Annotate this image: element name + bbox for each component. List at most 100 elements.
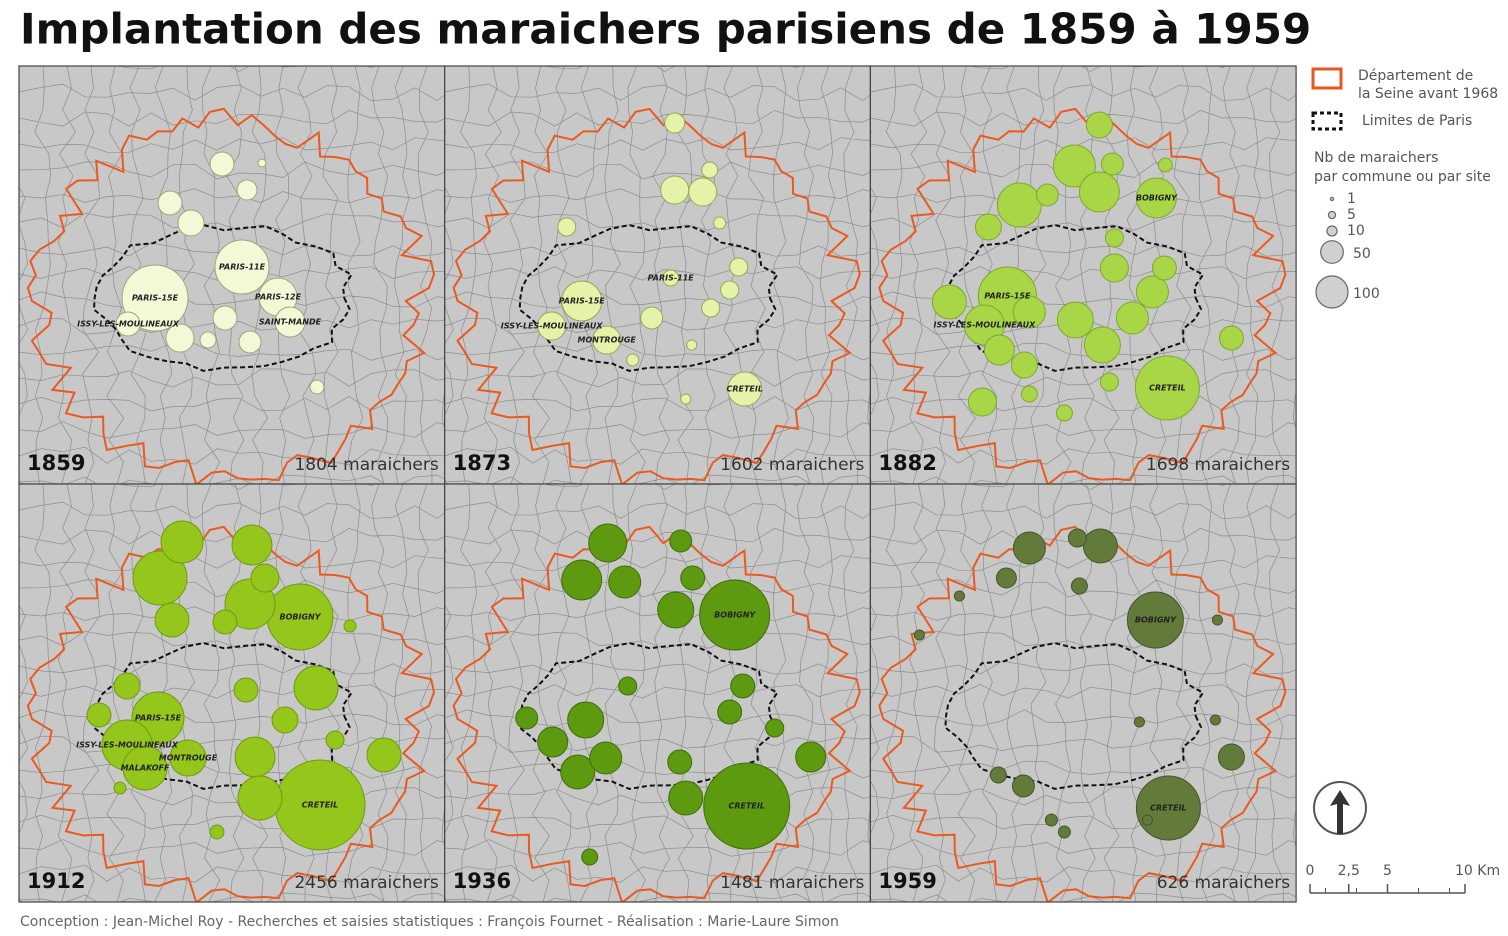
site-circle [1141,814,1153,826]
site-label: ISSY-LES-MOULINEAUX [501,322,604,331]
site-circle [688,177,718,207]
legend-size-label: 5 [1347,207,1356,223]
scale-label: 2,5 [1338,863,1360,879]
total-count: 626 maraichers [1157,873,1291,893]
site-circle [686,339,698,351]
site-circle [589,741,623,775]
site-circle [236,179,258,201]
year: 1882 [878,451,936,475]
legend-size-title: Nb de maraichers [1314,150,1438,166]
site-label: ISSY-LES-MOULINEAUX [934,321,1037,330]
scale-label: 10 Km [1455,863,1500,879]
site-circle [1133,716,1145,728]
site-circle [1055,404,1073,422]
panel-frame [869,483,1297,903]
year: 1912 [27,869,85,893]
site-circle [557,217,577,237]
site-circle [669,529,693,553]
map-body: CRETEIL BOBIGNY [870,484,1297,902]
land [444,66,871,484]
seine-boundary [452,107,861,484]
site-circle [1104,228,1124,248]
site-label: PARIS-11E [648,274,695,283]
site-label: BOBIGNY [1136,194,1178,203]
site-circle [209,824,225,840]
seine-boundary [26,107,436,484]
site-circle [169,739,207,777]
site-circle [1135,177,1177,219]
scale-label: 0 [1306,863,1315,879]
scale-label: 5 [1383,863,1392,879]
site-circle [212,305,238,331]
credit: Conception : Jean-Michel Roy - Recherche… [20,914,839,930]
site-circle [660,175,690,205]
seine-swatch [1311,67,1343,90]
site-label: BOBIGNY [279,613,321,622]
site-circle [560,754,596,790]
site-circle [1052,144,1096,188]
site-circle [237,775,283,821]
site-circle [1035,183,1059,207]
site-circle [1135,775,1201,841]
site-label: CRETEIL [726,385,763,394]
site-circle [1218,325,1244,351]
site-circle [309,379,325,395]
site-label: SAINT-MANDE [259,318,322,327]
site-circle [274,306,306,338]
site-circle [250,563,280,593]
site-circle [1115,301,1149,335]
site-circle [567,701,605,739]
site-circle [154,602,190,638]
site-circle [640,306,664,330]
site-label: MONTROUGE [577,336,636,345]
site-circle [212,609,238,635]
site-circle [717,699,743,725]
site-label: MALAKOFF [121,764,170,773]
site-circle [657,591,695,629]
site-circle [165,323,195,353]
site-circle [913,629,925,641]
site-circle [668,780,704,816]
site-circle [1012,531,1046,565]
site-circle [231,524,273,566]
site-circle [581,848,599,866]
site-circle [765,718,785,738]
site-circle [1085,111,1113,139]
site-circle [667,749,693,775]
site-label: PARIS-15E [135,714,182,723]
site-label: ISSY-LES-MOULINEAUX [77,320,180,329]
site-circle [730,673,756,699]
site-circle [1209,714,1221,726]
site-circle [1067,528,1087,548]
site-circle [680,565,706,591]
site-circle [1012,295,1046,329]
map-body: PARIS-15E ISSY-LES-MOULINEAUX BOBIGNY CRETE… [870,66,1297,484]
site-circle [238,330,262,354]
site-circle [1135,275,1169,309]
map-body: PARIS-15E PARIS-11E PARIS-12E SAINT-MANDE IS… [19,66,445,484]
site-circle [720,280,740,300]
site-circle [214,239,270,295]
site-circle [561,559,603,601]
site-circle [121,264,189,332]
site-circle [537,726,569,758]
site-circle [974,213,1002,241]
map-panel: CRETEIL BOBIGNY 1936 1481 maraichers [444,483,872,903]
title: Implantation des maraichers parisiens de… [20,5,1311,54]
site-circle [953,590,965,602]
map-body: CRETEIL BOBIGNY [444,484,871,902]
site-label: BOBIGNY [714,611,756,620]
site-circle [983,334,1015,366]
legend-circle [1326,225,1338,237]
site-circle [680,393,692,405]
site-circle [293,665,339,711]
site-circle [157,190,183,216]
site-circle [1044,813,1058,827]
site-circle [1157,157,1173,173]
site-circle [234,736,276,778]
site-circle [701,161,719,179]
site-circle [209,151,235,177]
site-circle [1011,774,1035,798]
site-circle [729,257,749,277]
